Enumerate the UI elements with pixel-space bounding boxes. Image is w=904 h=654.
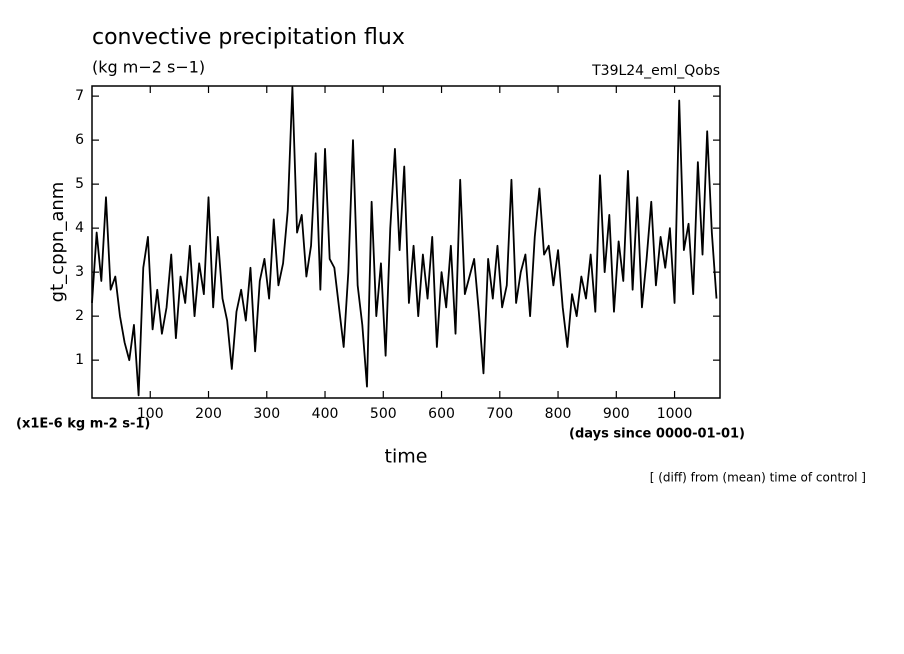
chart-title: convective precipitation flux <box>92 25 405 50</box>
y-tick-label: 7 <box>75 88 84 104</box>
x-axis-label: time <box>385 446 428 468</box>
x-tick-label: 400 <box>312 406 339 422</box>
data-line <box>91 86 718 397</box>
x-unit-label: (days since 0000-01-01) <box>569 427 745 442</box>
y-unit-label: (x1E-6 kg m-2 s-1) <box>16 417 150 432</box>
x-tick-label: 700 <box>486 406 513 422</box>
x-tick-label: 600 <box>428 406 455 422</box>
y-tick-label: 4 <box>75 220 84 236</box>
y-tick-label: 5 <box>75 176 84 192</box>
run-label: T39L24_eml_Qobs <box>591 63 720 79</box>
x-tick-label: 900 <box>603 406 630 422</box>
chart-subtitle: (kg m−2 s−1) <box>92 58 205 77</box>
footnote: [ (diff) from (mean) time of control ] <box>650 471 866 485</box>
x-tick-label: 200 <box>195 406 222 422</box>
y-tick-label: 2 <box>75 308 84 324</box>
x-tick-label: 800 <box>545 406 572 422</box>
y-tick-label: 6 <box>75 132 84 148</box>
y-tick-label: 3 <box>75 264 84 280</box>
plot-frame <box>91 85 721 399</box>
y-axis-label: gt_cppn_anm <box>47 182 68 303</box>
x-tick-label: 300 <box>253 406 280 422</box>
y-tick-label: 1 <box>75 352 84 368</box>
x-tick-label: 1000 <box>657 406 693 422</box>
x-tick-label: 500 <box>370 406 397 422</box>
x-tick-label: 100 <box>137 406 164 422</box>
